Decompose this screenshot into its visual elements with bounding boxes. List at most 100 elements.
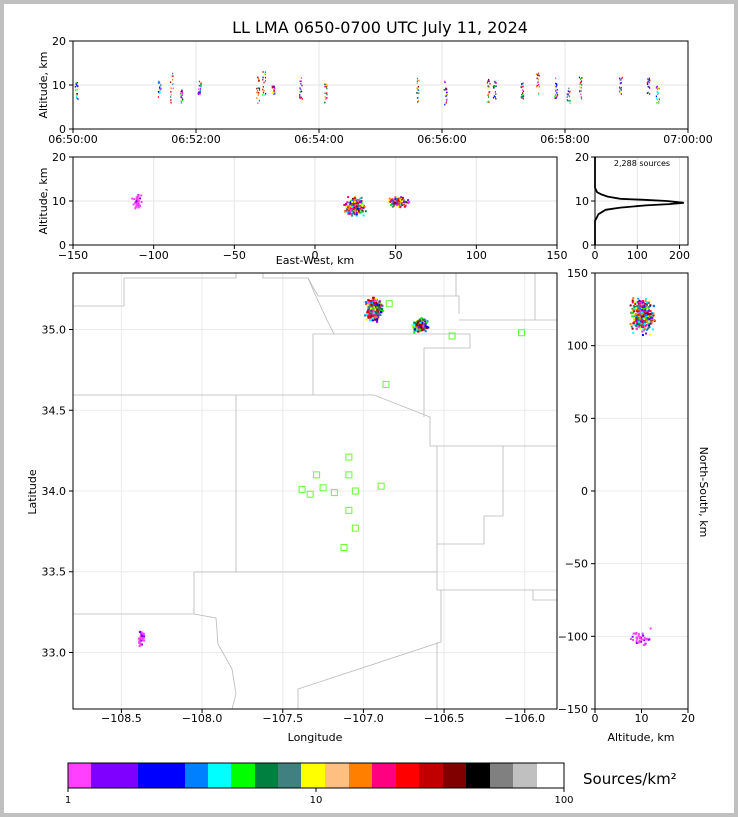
source-point	[359, 204, 362, 207]
time-tick-label: 06:54:00	[294, 133, 343, 146]
source-point	[378, 306, 381, 310]
colorbar-swatch	[466, 763, 490, 788]
source-point	[635, 640, 638, 643]
source-point	[199, 89, 201, 92]
source-point	[647, 309, 650, 312]
source-point	[170, 99, 172, 101]
source-point	[642, 299, 645, 302]
source-point	[424, 324, 427, 327]
source-point	[172, 75, 174, 77]
source-point	[642, 329, 645, 332]
source-point	[638, 314, 641, 317]
source-point	[326, 87, 328, 90]
source-point	[396, 201, 399, 204]
source-point	[416, 77, 419, 80]
source-point	[160, 87, 162, 90]
source-point	[367, 299, 370, 302]
source-point	[642, 334, 645, 337]
source-point	[635, 319, 638, 322]
source-point	[619, 79, 621, 81]
source-point	[658, 87, 660, 90]
station-marker	[340, 544, 348, 552]
source-point	[488, 85, 490, 88]
source-point	[181, 90, 183, 93]
source-point	[649, 312, 652, 315]
source-point	[354, 208, 357, 211]
source-point	[642, 316, 645, 319]
station-marker	[518, 329, 526, 337]
colorbar-swatch	[185, 763, 208, 788]
source-point	[300, 82, 302, 85]
source-point	[632, 304, 635, 307]
source-point	[366, 311, 369, 314]
source-point	[652, 312, 655, 315]
station-marker	[385, 300, 393, 308]
source-point	[631, 301, 634, 304]
source-point	[379, 313, 382, 317]
source-point	[652, 314, 655, 317]
source-point	[138, 644, 141, 647]
source-point	[522, 89, 524, 91]
source-point	[138, 640, 141, 643]
source-point	[522, 85, 524, 88]
source-point	[354, 198, 357, 201]
source-point	[131, 197, 134, 200]
source-point	[257, 77, 259, 80]
source-point	[158, 80, 160, 83]
time-tick-label: 06:50:00	[48, 133, 97, 146]
source-point	[416, 91, 418, 94]
source-point	[646, 82, 648, 84]
source-point	[352, 204, 355, 207]
source-point	[493, 95, 496, 97]
source-point	[629, 304, 632, 307]
source-point	[635, 308, 638, 311]
eastwest-tick-label: −50	[223, 249, 246, 262]
source-point	[647, 320, 650, 323]
source-point	[629, 637, 632, 640]
source-point	[421, 321, 424, 325]
source-point	[631, 308, 634, 311]
source-point	[644, 311, 647, 314]
longitude-tick-label: −108.0	[182, 712, 223, 725]
source-point	[75, 82, 77, 84]
source-point	[642, 320, 645, 323]
source-point	[353, 213, 356, 216]
source-point	[371, 317, 374, 320]
source-point	[324, 96, 326, 98]
source-point	[521, 86, 523, 88]
source-point	[399, 199, 402, 202]
source-point	[420, 317, 423, 320]
source-point	[648, 316, 651, 319]
source-point	[366, 304, 369, 307]
source-point	[649, 87, 651, 89]
source-point	[199, 88, 202, 90]
source-point	[521, 83, 523, 85]
source-point	[170, 91, 172, 93]
source-point	[495, 97, 497, 100]
source-point	[445, 87, 447, 90]
source-point	[367, 301, 370, 304]
source-point	[157, 91, 160, 93]
source-point	[394, 198, 397, 201]
source-point	[353, 196, 356, 199]
source-point	[137, 200, 140, 203]
source-point	[395, 198, 398, 201]
station-marker	[345, 471, 353, 479]
source-point	[375, 315, 378, 318]
source-point	[648, 326, 651, 329]
source-point	[618, 86, 621, 89]
source-point	[655, 95, 658, 98]
source-point	[494, 85, 496, 88]
source-point	[445, 100, 448, 103]
colorbar-swatch	[278, 763, 301, 788]
source-point	[621, 76, 623, 79]
source-point	[299, 91, 301, 93]
station-marker	[345, 453, 353, 461]
source-point	[170, 94, 172, 96]
source-point	[370, 309, 373, 312]
source-point	[637, 313, 640, 316]
source-point	[200, 83, 202, 85]
source-point	[635, 636, 638, 639]
source-point	[644, 312, 647, 315]
source-point	[632, 331, 635, 334]
